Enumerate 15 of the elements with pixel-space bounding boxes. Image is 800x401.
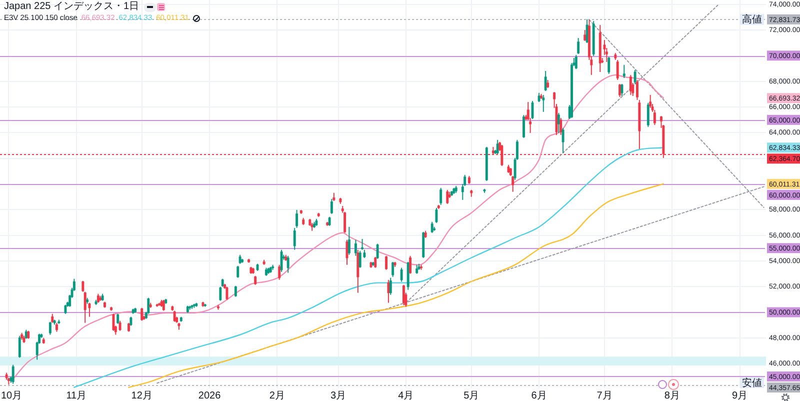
x-tick-label: 10月: [1, 390, 22, 401]
x-tick-label: 4月: [398, 390, 414, 401]
x-tick-label: 8月: [664, 390, 680, 401]
x-tick-label: 5月: [464, 390, 480, 401]
x-tick-label: 7月: [596, 390, 612, 401]
x-tick-label: 2026: [198, 390, 222, 401]
x-tick-label: 6月: [531, 390, 547, 401]
x-tick-label: 2月: [269, 390, 285, 401]
x-tick-label: 11月: [66, 390, 87, 401]
x-tick-label: 3月: [330, 390, 346, 401]
x-tick-label: 12月: [131, 390, 152, 401]
x-tick-label: 9月: [732, 390, 748, 401]
annotation: 高値: [742, 14, 762, 26]
chart-title: Japan 225 インデックス・1日: [4, 1, 140, 13]
annotation: 安値: [742, 376, 762, 389]
